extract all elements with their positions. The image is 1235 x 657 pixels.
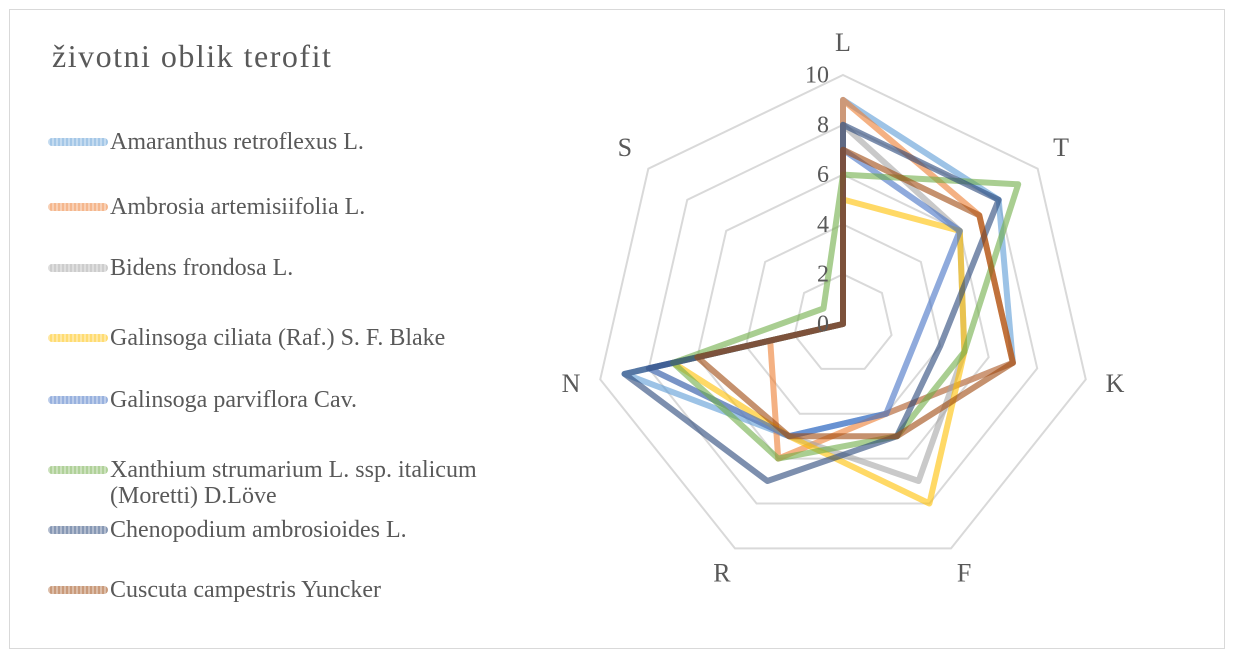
legend-swatch bbox=[48, 396, 108, 404]
legend-swatch bbox=[48, 586, 108, 594]
legend-label: Xanthium strumarium L. ssp. italicum (Mo… bbox=[110, 457, 477, 509]
axis-label: T bbox=[1053, 133, 1069, 162]
legend-swatch bbox=[48, 466, 108, 474]
legend-label: Amaranthus retroflexus L. bbox=[110, 129, 364, 155]
legend-item: Ambrosia artemisiifolia L. bbox=[48, 194, 510, 220]
r-tick-label: 10 bbox=[805, 63, 829, 89]
series-line bbox=[694, 146, 1016, 440]
axis-label: R bbox=[713, 558, 731, 587]
grid-ring bbox=[744, 223, 942, 415]
legend-label: Galinsoga parviflora Cav. bbox=[110, 387, 358, 413]
axis-label: L bbox=[835, 28, 851, 57]
legend-label: Galinsoga ciliata (Raf.) S. F. Blake bbox=[110, 325, 446, 351]
grid-ring bbox=[696, 173, 990, 460]
legend-item: Galinsoga ciliata (Raf.) S. F. Blake bbox=[48, 325, 510, 351]
series-line bbox=[670, 171, 1022, 462]
legend-swatch bbox=[48, 526, 108, 534]
legend-item: Cuscuta campestris Yuncker bbox=[48, 577, 510, 603]
legend-item: Galinsoga parviflora Cav. bbox=[48, 387, 510, 413]
legend-swatch bbox=[48, 203, 108, 211]
legend-swatch bbox=[48, 138, 108, 146]
chart-title: životni oblik terofit bbox=[52, 38, 333, 74]
grid-ring bbox=[599, 73, 1087, 550]
legend-label: Chenopodium ambrosioides L. bbox=[110, 517, 407, 543]
legend-item: Amaranthus retroflexus L. bbox=[48, 129, 510, 155]
axis-label: F bbox=[957, 558, 971, 587]
r-tick-label: 0 bbox=[817, 312, 829, 338]
r-tick-label: 4 bbox=[817, 212, 829, 238]
grid-ring bbox=[793, 273, 893, 370]
r-tick-label: 6 bbox=[817, 162, 829, 188]
legend-swatch bbox=[48, 334, 108, 342]
legend-item: Chenopodium ambrosioides L. bbox=[48, 517, 510, 543]
r-tick-label: 8 bbox=[817, 112, 829, 138]
axis-label: S bbox=[618, 133, 632, 162]
r-tick-label: 2 bbox=[817, 262, 829, 288]
legend-item: Xanthium strumarium L. ssp. italicum (Mo… bbox=[48, 457, 510, 509]
legend-label: Bidens frondosa L. bbox=[110, 255, 294, 281]
legend-label: Cuscuta campestris Yuncker bbox=[110, 577, 382, 603]
chart-frame bbox=[9, 9, 1225, 649]
axis-label: K bbox=[1106, 369, 1125, 398]
legend-swatch bbox=[48, 264, 108, 272]
axis-label: N bbox=[562, 369, 581, 398]
legend-item: Bidens frondosa L. bbox=[48, 255, 510, 281]
legend-label: Ambrosia artemisiifolia L. bbox=[110, 194, 366, 220]
